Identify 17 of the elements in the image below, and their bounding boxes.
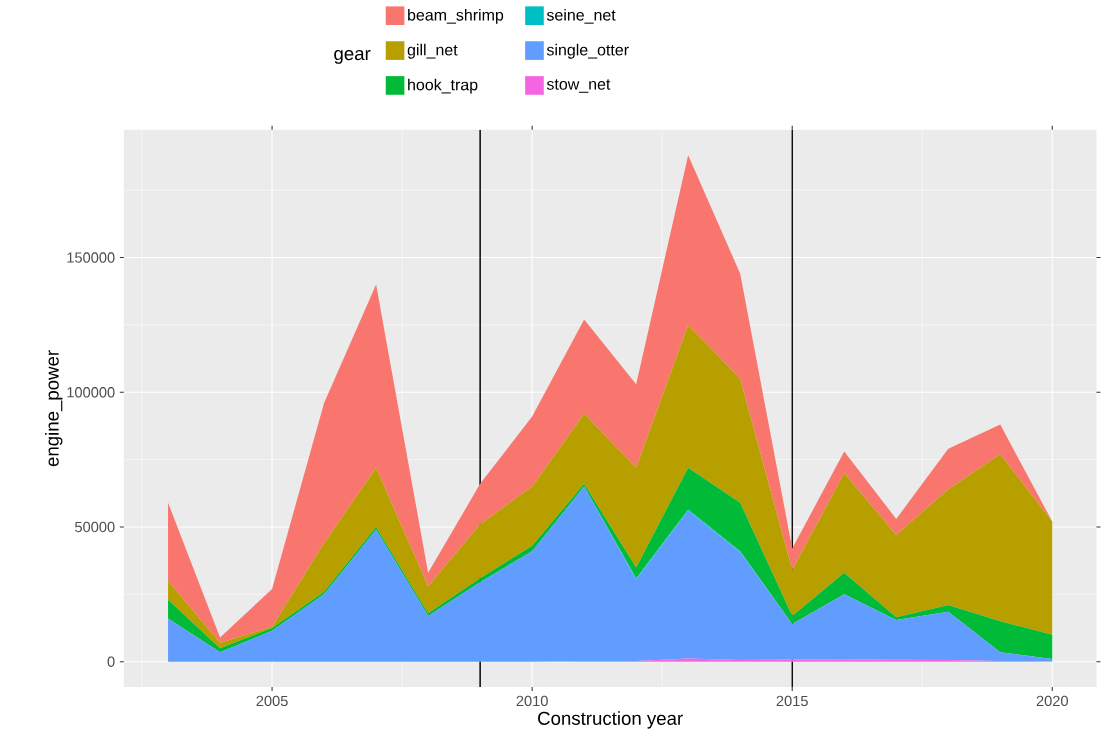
legend-label: stow_net — [546, 79, 611, 93]
x-axis-title: Construction year — [538, 711, 683, 729]
y-tick-label: 0 — [107, 656, 115, 667]
legend-label: hook_trap — [408, 78, 478, 94]
x-tick-label: 2015 — [776, 695, 808, 707]
y-axis-title: engine_power — [45, 350, 63, 467]
y-tick-label: 150000 — [67, 252, 115, 263]
x-tick-label: 2020 — [1036, 695, 1068, 707]
x-tick-label: 2010 — [516, 695, 548, 707]
legend-label: gill_net — [407, 43, 458, 59]
legend-title: gear — [334, 49, 371, 64]
y-tick-label: 50000 — [75, 521, 115, 533]
legend-label: beam_shrimp — [408, 8, 504, 24]
y-tick-label: 100000 — [67, 387, 115, 398]
legend-label: seine_net — [546, 8, 616, 24]
x-tick-label: 2005 — [256, 695, 288, 707]
legend-label: single_otter — [546, 43, 629, 59]
